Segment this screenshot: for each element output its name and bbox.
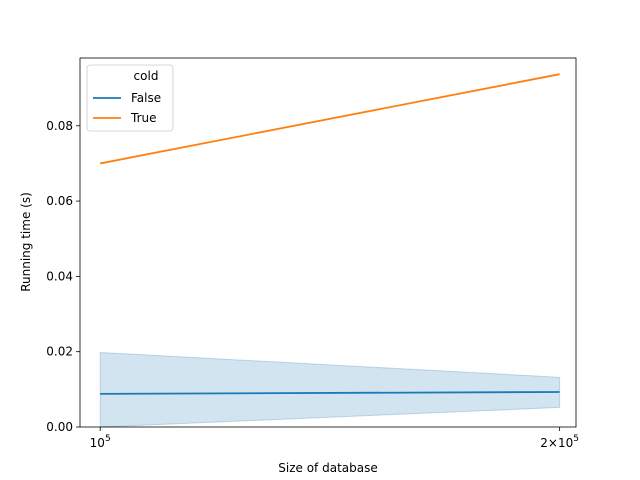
legend-label-true: True [130, 111, 157, 125]
y-tick-label: 0.06 [46, 194, 73, 208]
legend-label-false: False [131, 91, 161, 105]
y-tick-label: 0.04 [46, 269, 73, 283]
legend: cold False True [86, 64, 174, 132]
y-tick-label: 0.02 [46, 345, 73, 359]
confidence-band-false [99, 351, 561, 428]
series-line-false [100, 391, 560, 395]
x-tick-label: 105 [90, 434, 111, 450]
y-axis-label: Running time (s) [19, 192, 33, 292]
legend-title: cold [134, 69, 159, 83]
x-axis-ticks: 105 2×105 [90, 427, 579, 450]
x-axis-label: Size of database [278, 461, 377, 475]
series-line-true [100, 73, 560, 165]
y-tick-label: 0.08 [46, 119, 73, 133]
x-tick-label: 2×105 [540, 434, 579, 450]
y-tick-label: 0.00 [46, 420, 73, 434]
legend-box [86, 64, 174, 132]
plot-area [99, 73, 561, 428]
y-axis-ticks: 0.00 0.02 0.04 0.06 0.08 [46, 119, 80, 434]
axes-frame [79, 57, 577, 428]
